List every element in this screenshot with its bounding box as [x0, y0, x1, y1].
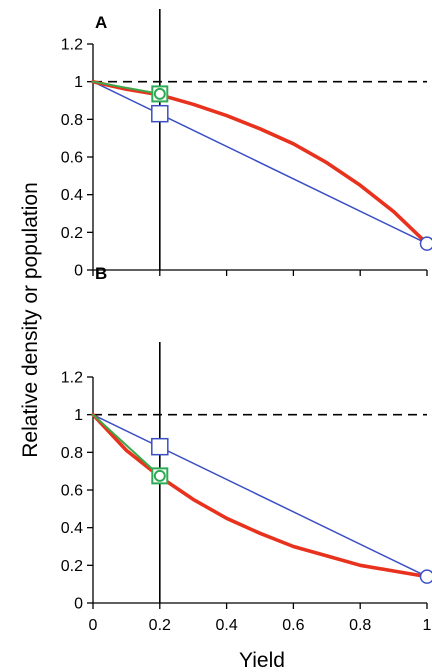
series-red-curve [91, 412, 429, 579]
x-axis-title: Yield [239, 649, 285, 672]
y-tick-label: 0 [74, 596, 83, 613]
circle-marker [419, 569, 432, 584]
panel-label: B [95, 264, 107, 283]
series-green-segment [92, 80, 161, 95]
series-blue-line [92, 413, 428, 578]
circle-marker [419, 236, 432, 251]
y-tick-label: 0.4 [61, 187, 83, 204]
y-tick-label: 1 [74, 74, 83, 91]
y-tick-label: 0.4 [61, 520, 83, 537]
panel-b: B00.20.40.60.811.20 0.2 0.4 0.6 0.8 1 [61, 264, 432, 634]
y-tick-label: 1.2 [61, 370, 83, 387]
x-tick-label: 0 [89, 617, 98, 634]
x-tick-label: 0.2 [149, 617, 171, 634]
x-tick-label: 0.6 [282, 617, 304, 634]
x-tick-label: 0.4 [215, 617, 237, 634]
panel-label: A [95, 13, 107, 32]
x-tick-label: 0.8 [349, 617, 371, 634]
y-tick-label: 0.2 [61, 225, 83, 242]
y-axis-title: Relative density or population [19, 182, 42, 458]
y-tick-label: 0.6 [61, 150, 83, 167]
series-green-segment [92, 413, 161, 477]
square-marker [151, 104, 169, 123]
y-tick-label: 0.2 [61, 558, 83, 575]
green-circle-marker [153, 469, 166, 482]
y-tick-label: 1.2 [61, 37, 83, 54]
y-tick-label: 0.6 [61, 483, 83, 500]
series-blue-line [92, 80, 428, 245]
y-tick-label: 0.8 [61, 112, 83, 129]
green-circle-marker [153, 87, 166, 100]
series-red-curve [91, 79, 429, 246]
square-marker [151, 437, 169, 456]
y-tick-label: 0 [74, 263, 83, 280]
x-tick-label: 1 [423, 617, 432, 634]
panel-a: A 0 0.2 0.4 0.6 0.8 1 1.2 [61, 9, 432, 280]
y-tick-label: 0.8 [61, 445, 83, 462]
y-tick-label: 1 [74, 407, 83, 424]
